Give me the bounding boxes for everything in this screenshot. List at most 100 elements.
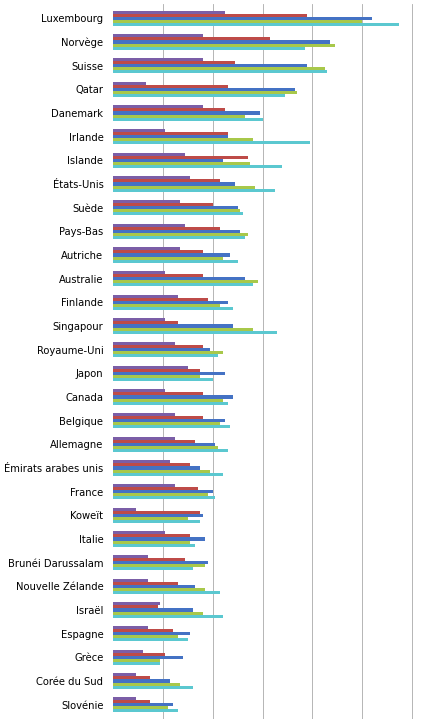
Bar (113, 517, 188, 520)
Bar (113, 40, 330, 43)
Bar (113, 274, 203, 277)
Bar (113, 537, 205, 541)
Bar (113, 82, 146, 85)
Bar (113, 351, 223, 354)
Bar (113, 135, 228, 138)
Bar (113, 440, 195, 442)
Bar (113, 342, 176, 345)
Bar (113, 673, 135, 676)
Bar (113, 129, 165, 132)
Bar (113, 85, 228, 87)
Bar (113, 609, 193, 612)
Bar (113, 703, 173, 706)
Bar (113, 106, 203, 108)
Bar (113, 568, 193, 570)
Bar (113, 203, 213, 206)
Bar (113, 114, 245, 118)
Bar (113, 487, 198, 490)
Bar (113, 325, 233, 328)
Bar (113, 298, 208, 301)
Bar (113, 653, 165, 656)
Bar (113, 544, 195, 547)
Bar (113, 47, 305, 50)
Bar (113, 425, 230, 428)
Bar (113, 301, 228, 304)
Bar (113, 706, 168, 709)
Bar (113, 632, 191, 636)
Bar (113, 541, 191, 544)
Bar (113, 38, 270, 40)
Bar (113, 247, 180, 250)
Bar (113, 277, 245, 281)
Bar (113, 629, 173, 632)
Bar (113, 484, 176, 487)
Bar (113, 179, 220, 182)
Bar (113, 141, 310, 145)
Bar (113, 697, 135, 700)
Bar (113, 473, 223, 476)
Bar (113, 206, 238, 209)
Bar (113, 295, 178, 298)
Bar (113, 561, 208, 564)
Bar (113, 626, 148, 629)
Bar (113, 680, 170, 683)
Bar (113, 322, 178, 325)
Bar (113, 23, 400, 26)
Bar (113, 514, 203, 517)
Bar (113, 508, 135, 510)
Bar (113, 345, 203, 348)
Bar (113, 437, 176, 440)
Bar (113, 153, 185, 155)
Bar (113, 189, 275, 192)
Bar (113, 422, 220, 425)
Bar (113, 17, 372, 20)
Bar (113, 493, 208, 496)
Bar (113, 91, 297, 94)
Bar (113, 250, 203, 254)
Bar (113, 186, 255, 189)
Bar (113, 615, 223, 617)
Bar (113, 254, 230, 257)
Bar (113, 159, 223, 162)
Bar (113, 236, 245, 239)
Bar (113, 683, 180, 685)
Bar (113, 328, 253, 330)
Bar (113, 369, 200, 372)
Bar (113, 676, 150, 680)
Bar (113, 260, 238, 262)
Bar (113, 531, 165, 534)
Bar (113, 318, 165, 322)
Bar (113, 638, 188, 641)
Bar (113, 200, 180, 203)
Bar (113, 348, 210, 351)
Bar (113, 162, 250, 165)
Bar (113, 138, 253, 141)
Bar (113, 449, 228, 452)
Bar (113, 401, 228, 405)
Bar (113, 605, 158, 609)
Bar (113, 463, 191, 466)
Bar (113, 11, 225, 14)
Bar (113, 94, 285, 97)
Bar (113, 372, 225, 375)
Bar (113, 58, 203, 61)
Bar (113, 393, 203, 395)
Bar (113, 223, 185, 227)
Bar (113, 182, 235, 186)
Bar (113, 496, 215, 500)
Bar (113, 461, 170, 463)
Bar (113, 413, 176, 416)
Bar (113, 446, 218, 449)
Bar (113, 330, 277, 334)
Bar (113, 442, 215, 446)
Bar (113, 510, 200, 514)
Bar (113, 132, 228, 135)
Bar (113, 233, 247, 236)
Bar (113, 656, 183, 659)
Bar (113, 659, 161, 662)
Bar (113, 230, 240, 233)
Bar (113, 271, 165, 274)
Bar (113, 591, 220, 594)
Bar (113, 257, 223, 260)
Bar (113, 227, 220, 230)
